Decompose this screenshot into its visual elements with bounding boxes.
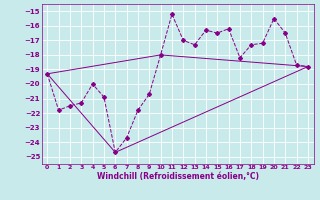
X-axis label: Windchill (Refroidissement éolien,°C): Windchill (Refroidissement éolien,°C) bbox=[97, 172, 259, 181]
